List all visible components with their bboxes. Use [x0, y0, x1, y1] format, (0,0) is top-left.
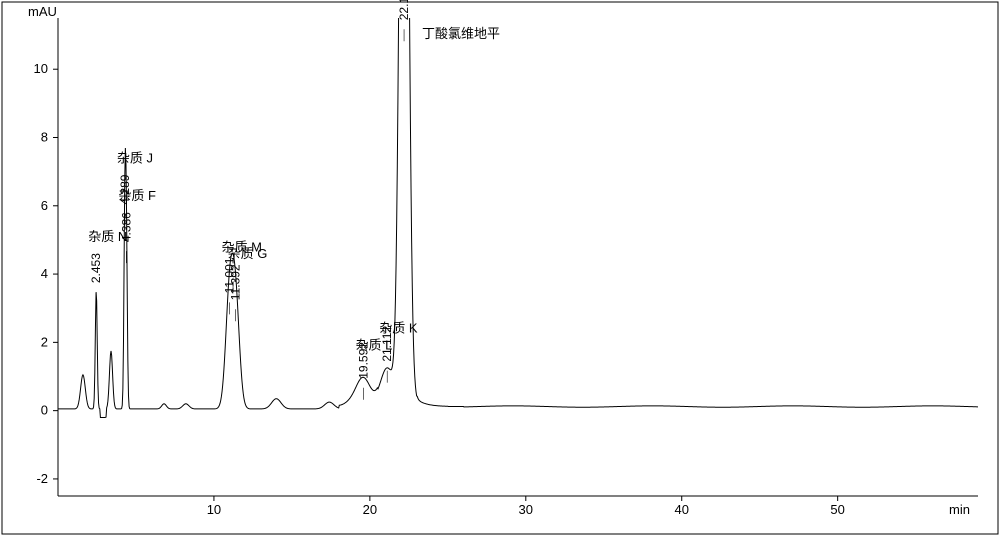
- y-tick-label: 0: [41, 403, 48, 418]
- x-tick-label: 10: [207, 502, 221, 517]
- x-axis-label: min: [949, 502, 970, 517]
- chromatogram-trace: [58, 0, 978, 417]
- peak-rt-label: 2.453: [89, 253, 103, 283]
- x-tick-label: 40: [674, 502, 688, 517]
- y-tick-label: 6: [41, 198, 48, 213]
- y-tick-label: 4: [41, 266, 48, 281]
- x-tick-label: 30: [519, 502, 533, 517]
- peak-name-label: 丁酸氯维地平: [422, 26, 500, 41]
- y-tick-label: 8: [41, 130, 48, 145]
- peak-name-label: 杂质 K: [379, 321, 418, 336]
- peak-rt-label: 4.386: [119, 212, 133, 242]
- x-tick-label: 50: [830, 502, 844, 517]
- chromatogram-chart: -20246810mAU1020304050min2.453杂质 N4.289杂…: [0, 0, 1000, 536]
- x-tick-label: 20: [363, 502, 377, 517]
- peak-rt-label: 11.392: [229, 264, 243, 300]
- peak-name-label: 杂质 G: [228, 246, 268, 261]
- peak-name-label: 杂质 F: [118, 188, 156, 203]
- y-tick-label: 10: [34, 61, 48, 76]
- y-axis-label: mAU: [28, 4, 57, 19]
- y-tick-label: -2: [36, 471, 48, 486]
- y-tick-label: 2: [41, 334, 48, 349]
- peak-rt-label: 22.193: [397, 0, 411, 20]
- peak-name-label: 杂质 J: [117, 151, 153, 166]
